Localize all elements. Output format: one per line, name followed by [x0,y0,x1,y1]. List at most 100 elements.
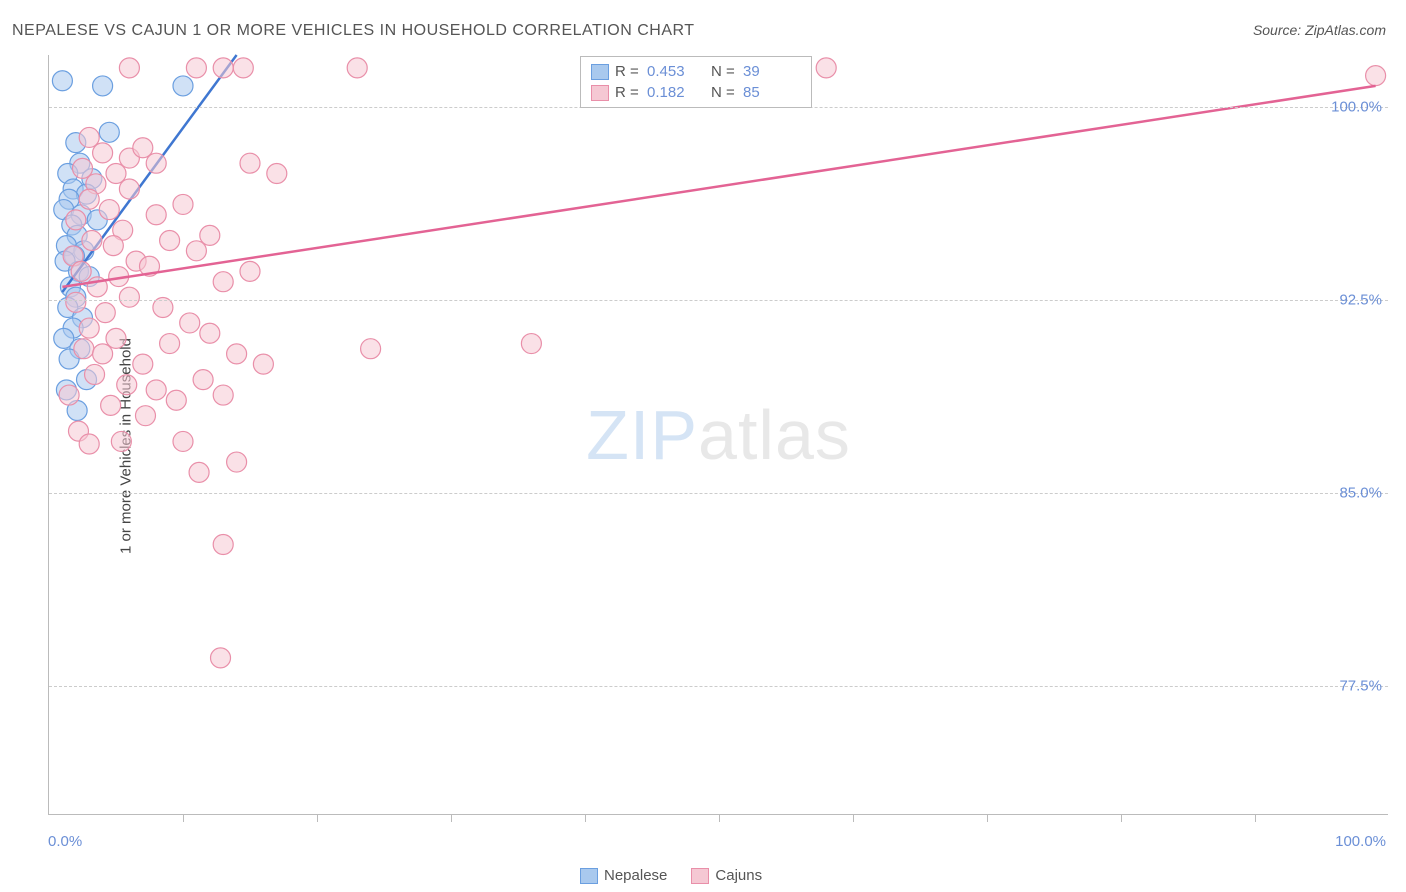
data-point [59,385,79,405]
trend-line [62,86,1375,287]
legend-row: R = 0.182 N = 85 [591,82,801,103]
data-point [66,210,86,230]
data-point [173,194,193,214]
data-point [106,164,126,184]
x-tick [585,814,586,822]
legend-r-label: R = [615,63,641,80]
data-point [79,434,99,454]
data-point [146,153,166,173]
data-point [71,261,91,281]
data-point [213,534,233,554]
data-point [133,138,153,158]
data-point [816,58,836,78]
data-point [111,431,131,451]
data-point [119,179,139,199]
data-point [99,200,119,220]
data-point [119,287,139,307]
x-tick [1255,814,1256,822]
legend-swatch [691,868,709,884]
data-point [160,230,180,250]
data-point [74,339,94,359]
legend-item: Nepalese [580,867,667,884]
correlation-legend: R = 0.453 N = 39 R = 0.182 N = 85 [580,56,812,108]
data-point [227,344,247,364]
data-point [240,261,260,281]
data-point [93,143,113,163]
gridline [49,300,1388,301]
data-point [79,127,99,147]
data-point [95,303,115,323]
data-point [146,205,166,225]
data-point [117,375,137,395]
data-point [79,189,99,209]
data-point [85,364,105,384]
x-tick [853,814,854,822]
legend-r-value: 0.182 [647,84,705,101]
data-point [186,58,206,78]
data-point [180,313,200,333]
data-point [200,225,220,245]
legend-n-label: N = [711,63,737,80]
y-tick-label: 85.0% [1339,484,1382,501]
data-point [189,462,209,482]
data-point [253,354,273,374]
x-axis-min-label: 0.0% [48,833,82,850]
legend-row: R = 0.453 N = 39 [591,61,801,82]
legend-label: Nepalese [604,867,667,884]
data-point [79,318,99,338]
data-point [106,328,126,348]
legend-n-value: 85 [743,84,801,101]
data-point [146,380,166,400]
source-label: Source: ZipAtlas.com [1253,22,1386,38]
data-point [99,122,119,142]
data-point [93,344,113,364]
data-point [52,71,72,91]
data-point [119,58,139,78]
legend-r-label: R = [615,84,641,101]
data-point [233,58,253,78]
data-point [186,241,206,261]
gridline [49,493,1388,494]
legend-swatch [580,868,598,884]
legend-label: Cajuns [715,867,762,884]
data-point [213,385,233,405]
data-point [211,648,231,668]
data-point [227,452,247,472]
data-point [73,158,93,178]
x-tick [451,814,452,822]
data-point [133,354,153,374]
data-point [347,58,367,78]
y-tick-label: 100.0% [1331,98,1382,115]
data-point [361,339,381,359]
page-title: NEPALESE VS CAJUN 1 OR MORE VEHICLES IN … [12,22,695,40]
legend-n-value: 39 [743,63,801,80]
data-point [240,153,260,173]
data-point [160,334,180,354]
data-point [103,236,123,256]
data-point [66,292,86,312]
y-tick-label: 92.5% [1339,291,1382,308]
data-point [93,76,113,96]
data-point [173,76,193,96]
data-point [200,323,220,343]
data-point [166,390,186,410]
scatter-plot [49,55,1388,814]
legend-swatch [591,64,609,80]
data-point [101,395,121,415]
data-point [521,334,541,354]
data-point [1366,66,1386,86]
legend-swatch [591,85,609,101]
x-tick [183,814,184,822]
gridline [49,686,1388,687]
x-tick [1121,814,1122,822]
data-point [173,431,193,451]
legend-n-label: N = [711,84,737,101]
legend-r-value: 0.453 [647,63,705,80]
data-point [213,58,233,78]
series-legend: Nepalese Cajuns [580,867,762,884]
x-axis-max-label: 100.0% [1335,833,1386,850]
data-point [135,406,155,426]
data-point [213,272,233,292]
x-tick [987,814,988,822]
chart-area: ZIPatlas 100.0%92.5%85.0%77.5% [48,55,1388,815]
